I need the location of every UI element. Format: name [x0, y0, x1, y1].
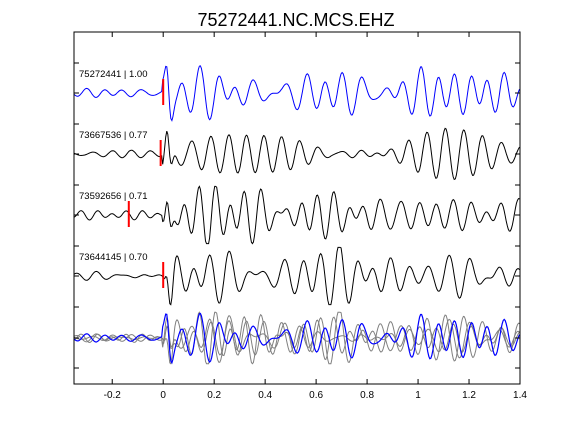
x-tick-label: 1: [415, 390, 421, 401]
x-tick-label: 1.2: [462, 390, 476, 401]
x-tick-label: 0.6: [309, 390, 323, 401]
trace-73667536: 73667536 | 0.77: [73, 127, 520, 181]
x-tick-label: 0.8: [360, 390, 374, 401]
trace-75272441: 75272441 | 1.00: [73, 65, 520, 122]
x-tick-label: 0.4: [258, 390, 272, 401]
trace-line: [73, 185, 520, 245]
trace-label: 73644145 | 0.70: [79, 252, 148, 263]
trace-label: 75272441 | 1.00: [79, 69, 148, 80]
axes-frame: [73, 31, 521, 385]
trace-line: [73, 127, 520, 181]
x-tick-label: 1.4: [513, 390, 527, 401]
overlay-trace: [73, 311, 520, 365]
trace-73592656: 73592656 | 0.71: [73, 185, 520, 245]
overlay-trace: [73, 314, 520, 362]
trace-line: [73, 65, 520, 122]
y-ticks: [74, 62, 520, 369]
plot-area: 75272441 | 1.00 73667536 | 0.77 73592656 |…: [73, 65, 521, 365]
x-tick-label: 0.2: [207, 390, 221, 401]
overlay-reference-trace: [73, 312, 521, 365]
overlay-stack: [73, 311, 521, 365]
x-tick-label: 0: [160, 390, 166, 401]
trace-73644145: 73644145 | 0.70: [73, 246, 520, 306]
trace-label: 73592656 | 0.71: [79, 191, 148, 202]
x-axis: -0.2 0 0.2 0.4 0.6 0.8 1 1.2 1.4: [104, 32, 527, 401]
chart-title: 75272441.NC.MCS.EHZ: [197, 10, 394, 30]
trace-line: [73, 246, 520, 306]
x-tick-label: -0.2: [104, 390, 122, 401]
trace-label: 73667536 | 0.77: [79, 130, 148, 141]
